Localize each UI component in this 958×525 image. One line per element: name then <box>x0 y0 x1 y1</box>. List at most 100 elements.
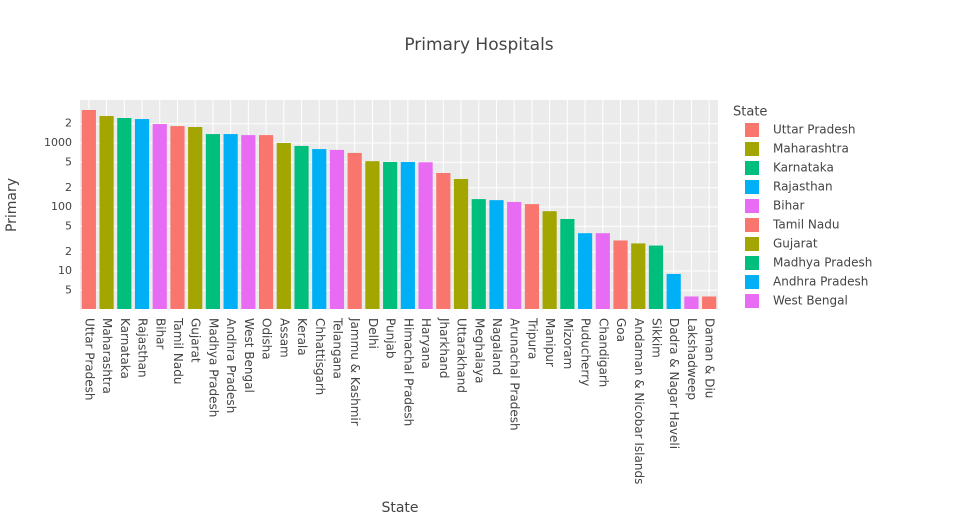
x-tick-label: Meghalaya <box>472 318 486 383</box>
legend-swatch <box>745 294 759 308</box>
legend-label: Assam <box>773 332 813 346</box>
legend-swatch <box>745 199 759 213</box>
y-axis-title: Primary <box>4 178 20 232</box>
bar <box>294 145 309 309</box>
x-tick-label: Daman & Diu <box>703 318 717 398</box>
legend-swatch <box>745 256 759 270</box>
bar <box>170 126 185 309</box>
bar <box>312 149 327 309</box>
x-tick-label: Madhya Pradesh <box>206 318 220 417</box>
x-tick-label: Kerala <box>295 318 309 356</box>
legend-label: Telangana <box>772 389 834 403</box>
x-tick-label: Telangana <box>330 317 344 379</box>
y-tick-label: 2 <box>65 181 72 194</box>
bar <box>577 233 593 309</box>
bar <box>471 199 486 309</box>
legend-swatch <box>745 237 759 251</box>
x-tick-label: Puducherry <box>579 318 593 386</box>
legend-label: Bihar <box>773 199 805 213</box>
x-tick-label: Nagaland <box>490 318 504 375</box>
y-tick-label: 2 <box>65 117 72 130</box>
x-tick-label: Jharkhand <box>437 317 451 379</box>
y-tick-label: 5 <box>65 219 72 232</box>
x-tick-label: Assam <box>277 318 291 358</box>
legend-label: Uttarakhand <box>773 522 848 525</box>
bar <box>365 161 380 309</box>
bar <box>666 273 681 309</box>
x-tick-label: Goa <box>614 318 628 342</box>
legend-label: Maharashtra <box>773 142 849 156</box>
y-tick-label: 100 <box>51 200 72 213</box>
x-tick-label: Sikkim <box>649 318 663 358</box>
bar <box>276 143 291 309</box>
x-tick-label: Uttarakhand <box>455 318 469 393</box>
legend-swatch <box>745 161 759 175</box>
bar <box>702 296 717 309</box>
bar <box>241 135 256 309</box>
bar <box>134 119 150 309</box>
legend-label: Karnataka <box>773 161 834 175</box>
x-tick-label: Manipur <box>543 318 557 367</box>
legend-swatch <box>745 503 759 517</box>
x-tick-label: West Bengal <box>242 318 256 393</box>
y-tick-label: 10 <box>58 264 72 277</box>
bar <box>613 240 628 309</box>
bar <box>205 134 221 309</box>
bar <box>648 245 664 309</box>
legend-title: State <box>733 105 767 120</box>
x-tick-label: Andaman & Nicobar Islands <box>632 318 646 484</box>
x-tick-label: Bihar <box>153 318 167 350</box>
legend-label: West Bengal <box>773 294 848 308</box>
bar <box>400 162 415 309</box>
x-tick-label: Odisha <box>260 318 274 360</box>
bar <box>595 233 610 309</box>
bar <box>684 296 699 309</box>
bar <box>418 162 433 309</box>
bar <box>152 124 167 309</box>
legend-label: Himachal Pradesh <box>773 465 881 479</box>
legend-swatch <box>745 275 759 289</box>
bar <box>436 173 451 309</box>
x-tick-label: Uttar Pradesh <box>82 318 96 400</box>
legend-swatch <box>745 427 759 441</box>
bar <box>489 200 504 309</box>
bar <box>524 204 540 309</box>
x-tick-label: Punjab <box>384 318 398 359</box>
legend-swatch <box>745 446 759 460</box>
x-tick-label: Chandigarh <box>596 318 610 387</box>
x-tick-label: Arunachal Pradesh <box>508 318 522 431</box>
legend-label: Punjab <box>773 446 814 460</box>
legend-swatch <box>745 389 759 403</box>
legend-label: Madhya Pradesh <box>773 256 872 270</box>
x-tick-label: Jammu & Kashmir <box>348 317 362 426</box>
legend-label: Tamil Nadu <box>772 218 839 232</box>
y-tick-label: 1000 <box>44 136 72 149</box>
bar <box>81 109 96 310</box>
y-tick-label: 5 <box>65 283 72 296</box>
legend-label: Haryana <box>773 484 824 498</box>
x-tick-label: Himachal Pradesh <box>401 318 415 426</box>
x-tick-label: Chhattisgarh <box>313 318 327 395</box>
legend-swatch <box>745 370 759 384</box>
legend-label: Jammu & Kashmir <box>772 408 881 422</box>
x-tick-label: Gujarat <box>189 318 203 363</box>
legend-swatch <box>745 123 759 137</box>
x-axis-title: State <box>381 500 418 516</box>
bar <box>99 116 114 309</box>
x-tick-label: Karnataka <box>118 318 132 379</box>
legend-label: Odisha <box>773 313 815 327</box>
legend: Uttar Pradesh Maharashtra Karnataka Rajasth… <box>745 123 881 525</box>
legend-label: Chhattisgarh <box>773 370 850 384</box>
bar <box>117 117 132 310</box>
legend-label: Jharkhand <box>772 503 834 517</box>
x-tick-label: Mizoram <box>561 318 575 369</box>
chart-title: Primary Hospitals <box>404 35 553 55</box>
legend-label: Uttar Pradesh <box>773 123 855 137</box>
bar <box>453 178 469 309</box>
bar <box>223 134 238 309</box>
x-tick-label: Dadra & Nagar Haveli <box>667 318 681 449</box>
bar <box>188 126 203 309</box>
bar <box>329 149 345 309</box>
x-tick-label: Tripura <box>525 317 539 359</box>
